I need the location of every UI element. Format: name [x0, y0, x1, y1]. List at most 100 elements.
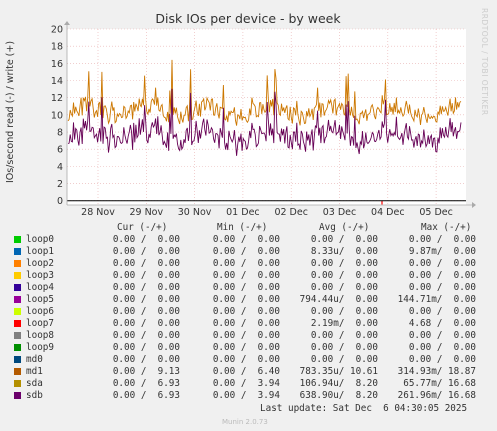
legend-min-value: 0.00 / 0.00 [212, 270, 280, 281]
x-tick-label: 30 Nov [178, 207, 212, 218]
y-tick-label: 20 [51, 25, 63, 36]
y-axis-label: IOs/second read (-) / write (+) [5, 41, 16, 183]
legend-cur-value: 0.00 / 0.00 [112, 282, 180, 293]
y-axis-arrow [64, 21, 70, 25]
legend-swatch [14, 368, 21, 375]
legend-swatch [14, 284, 21, 291]
legend-max-value: 0.00 / 0.00 [408, 342, 476, 353]
legend-cur-value: 0.00 / 0.00 [112, 330, 180, 341]
legend-name: loop8 [26, 330, 54, 341]
legend-max-value: 0.00 / 0.00 [408, 270, 476, 281]
legend-name: sdb [26, 390, 43, 401]
legend-name: md0 [26, 354, 43, 365]
legend-swatch [14, 260, 21, 267]
legend-avg-value: 0.00 / 0.00 [310, 354, 378, 365]
legend-swatch [14, 248, 21, 255]
series-line-md1 [67, 59, 462, 126]
legend-name: loop3 [26, 270, 54, 281]
legend-cur-value: 0.00 / 0.00 [112, 258, 180, 269]
y-tick-label: 4 [57, 162, 63, 173]
legend-avg-value: 638.90u/ 8.20 [299, 390, 378, 401]
legend-cur-value: 0.00 / 0.00 [112, 234, 180, 245]
legend-header-min: Min (-/+) [217, 222, 268, 233]
legend-cur-value: 0.00 / 9.13 [112, 366, 180, 377]
chart-title: Disk IOs per device - by week [155, 11, 341, 26]
legend-avg-value: 0.00 / 0.00 [310, 234, 378, 245]
legend-cur-value: 0.00 / 0.00 [112, 294, 180, 305]
y-tick-label: 10 [51, 110, 63, 121]
legend-max-value: 0.00 / 0.00 [408, 234, 476, 245]
legend-avg-value: 0.00 / 0.00 [310, 306, 378, 317]
legend-name: md1 [26, 366, 43, 377]
legend-swatch [14, 236, 21, 243]
legend-max-value: 0.00 / 0.00 [408, 354, 476, 365]
legend-min-value: 0.00 / 6.40 [212, 366, 280, 377]
legend-name: loop1 [26, 246, 54, 257]
legend-avg-value: 0.00 / 0.00 [310, 282, 378, 293]
legend-max-value: 9.87m/ 0.00 [408, 246, 476, 257]
legend-name: loop0 [26, 234, 54, 245]
legend-swatch [14, 344, 21, 351]
series-line-sdb [67, 88, 462, 156]
x-axis-arrow [472, 202, 476, 208]
legend-swatch [14, 332, 21, 339]
x-tick-label: 05 Dec [419, 207, 453, 218]
legend-header-cur: Cur (-/+) [117, 222, 168, 233]
legend-avg-value: 8.33u/ 0.00 [310, 246, 378, 257]
legend-swatch [14, 356, 21, 363]
legend-swatch [14, 296, 21, 303]
y-tick-label: 0 [57, 196, 63, 207]
legend-max-value: 65.77m/ 16.68 [403, 378, 476, 389]
legend-min-value: 0.00 / 0.00 [212, 282, 280, 293]
legend-name: sda [26, 378, 43, 389]
legend-avg-value: 0.00 / 0.00 [310, 330, 378, 341]
legend-min-value: 0.00 / 0.00 [212, 342, 280, 353]
legend-min-value: 0.00 / 0.00 [212, 318, 280, 329]
legend-name: loop4 [26, 282, 54, 293]
legend-cur-value: 0.00 / 0.00 [112, 318, 180, 329]
legend-swatch [14, 320, 21, 327]
legend-min-value: 0.00 / 0.00 [212, 330, 280, 341]
legend-name: loop9 [26, 342, 54, 353]
legend-swatch [14, 380, 21, 387]
legend-name: loop2 [26, 258, 54, 269]
legend-cur-value: 0.00 / 0.00 [112, 270, 180, 281]
legend-name: loop6 [26, 306, 54, 317]
x-tick-label: 03 Dec [323, 207, 357, 218]
legend-name: loop5 [26, 294, 54, 305]
legend-max-value: 0.00 / 0.00 [408, 330, 476, 341]
legend-cur-value: 0.00 / 6.93 [112, 390, 180, 401]
legend-swatch [14, 308, 21, 315]
legend-avg-value: 794.44u/ 0.00 [299, 294, 378, 305]
legend-min-value: 0.00 / 0.00 [212, 234, 280, 245]
legend-min-value: 0.00 / 3.94 [212, 378, 280, 389]
legend-min-value: 0.00 / 0.00 [212, 294, 280, 305]
legend-avg-value: 0.00 / 0.00 [310, 342, 378, 353]
legend-swatch [14, 272, 21, 279]
legend-min-value: 0.00 / 3.94 [212, 390, 280, 401]
legend-max-value: 314.93m/ 18.87 [397, 366, 476, 377]
legend-name: loop7 [26, 318, 54, 329]
legend-min-value: 0.00 / 0.00 [212, 246, 280, 257]
legend-max-value: 0.00 / 0.00 [408, 282, 476, 293]
legend-min-value: 0.00 / 0.00 [212, 306, 280, 317]
legend-cur-value: 0.00 / 0.00 [112, 354, 180, 365]
y-tick-label: 8 [57, 128, 63, 139]
y-tick-label: 18 [51, 42, 63, 53]
legend-min-value: 0.00 / 0.00 [212, 354, 280, 365]
rrdtool-label: RRDTOOL / TOBI OETIKER [480, 8, 489, 116]
y-tick-label: 2 [57, 179, 63, 190]
x-tick-label: 29 Nov [129, 207, 163, 218]
legend-max-value: 0.00 / 0.00 [408, 258, 476, 269]
last-update: Last update: Sat Dec 6 04:30:05 2025 [260, 403, 468, 414]
legend-max-value: 0.00 / 0.00 [408, 306, 476, 317]
y-tick-label: 12 [51, 93, 63, 104]
legend-avg-value: 0.00 / 0.00 [310, 258, 378, 269]
legend-avg-value: 783.35u/ 10.61 [299, 366, 378, 377]
x-tick-label: 01 Dec [226, 207, 260, 218]
legend-avg-value: 0.00 / 0.00 [310, 270, 378, 281]
legend-cur-value: 0.00 / 0.00 [112, 342, 180, 353]
legend-header-avg: Avg (-/+) [319, 222, 370, 233]
legend-cur-value: 0.00 / 0.00 [112, 246, 180, 257]
